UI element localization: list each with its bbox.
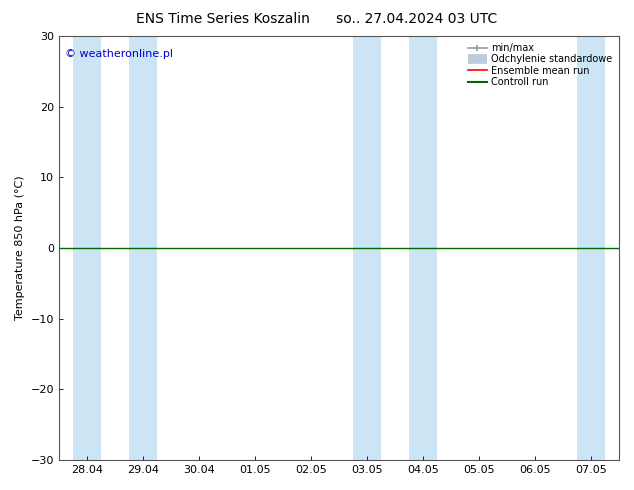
Bar: [353, 36, 381, 460]
Legend: min/max, Odchylenie standardowe, Ensemble mean run, Controll run: min/max, Odchylenie standardowe, Ensembl…: [465, 41, 614, 89]
Y-axis label: Temperature 850 hPa (°C): Temperature 850 hPa (°C): [15, 176, 25, 320]
Bar: [577, 36, 605, 460]
Bar: [73, 36, 101, 460]
Bar: [129, 36, 157, 460]
Text: © weatheronline.pl: © weatheronline.pl: [65, 49, 172, 59]
Bar: [409, 36, 437, 460]
Text: ENS Time Series Koszalin      so.. 27.04.2024 03 UTC: ENS Time Series Koszalin so.. 27.04.2024…: [136, 12, 498, 26]
